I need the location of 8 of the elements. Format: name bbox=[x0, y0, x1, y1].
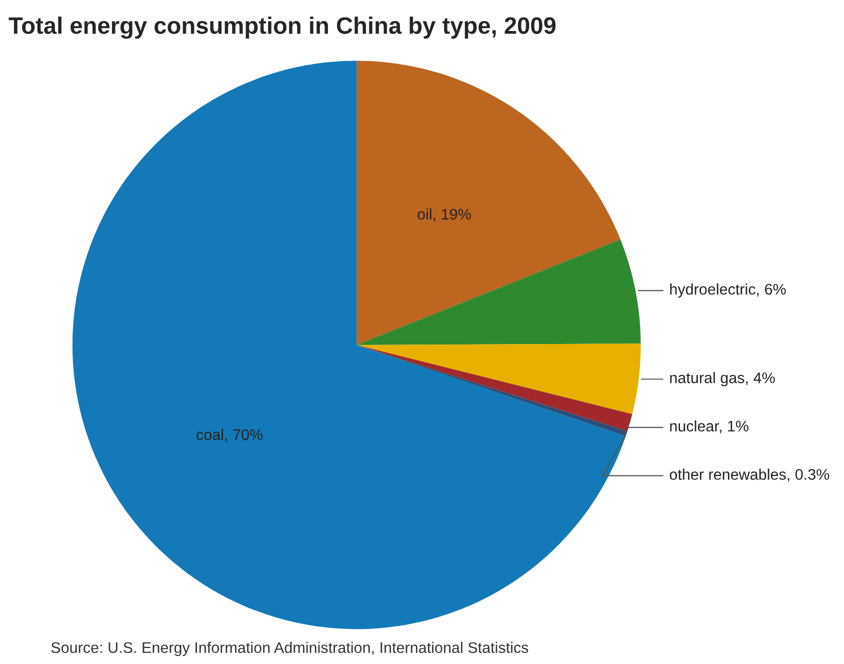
slice-label: hydroelectric, 6% bbox=[670, 283, 786, 298]
slice-label: nuclear, 1% bbox=[670, 420, 748, 434]
chart-title: Total energy consumption in China by type, 2009 bbox=[8, 16, 556, 39]
slice-label: natural gas, 4% bbox=[670, 372, 775, 386]
slice-label: coal, 70% bbox=[196, 428, 263, 442]
slice-label: oil, 19% bbox=[418, 208, 471, 222]
slice-label: other renewables, 0.3% bbox=[670, 468, 830, 482]
source-note: Source: U.S. Energy Information Administration, International Statistics bbox=[51, 642, 528, 656]
